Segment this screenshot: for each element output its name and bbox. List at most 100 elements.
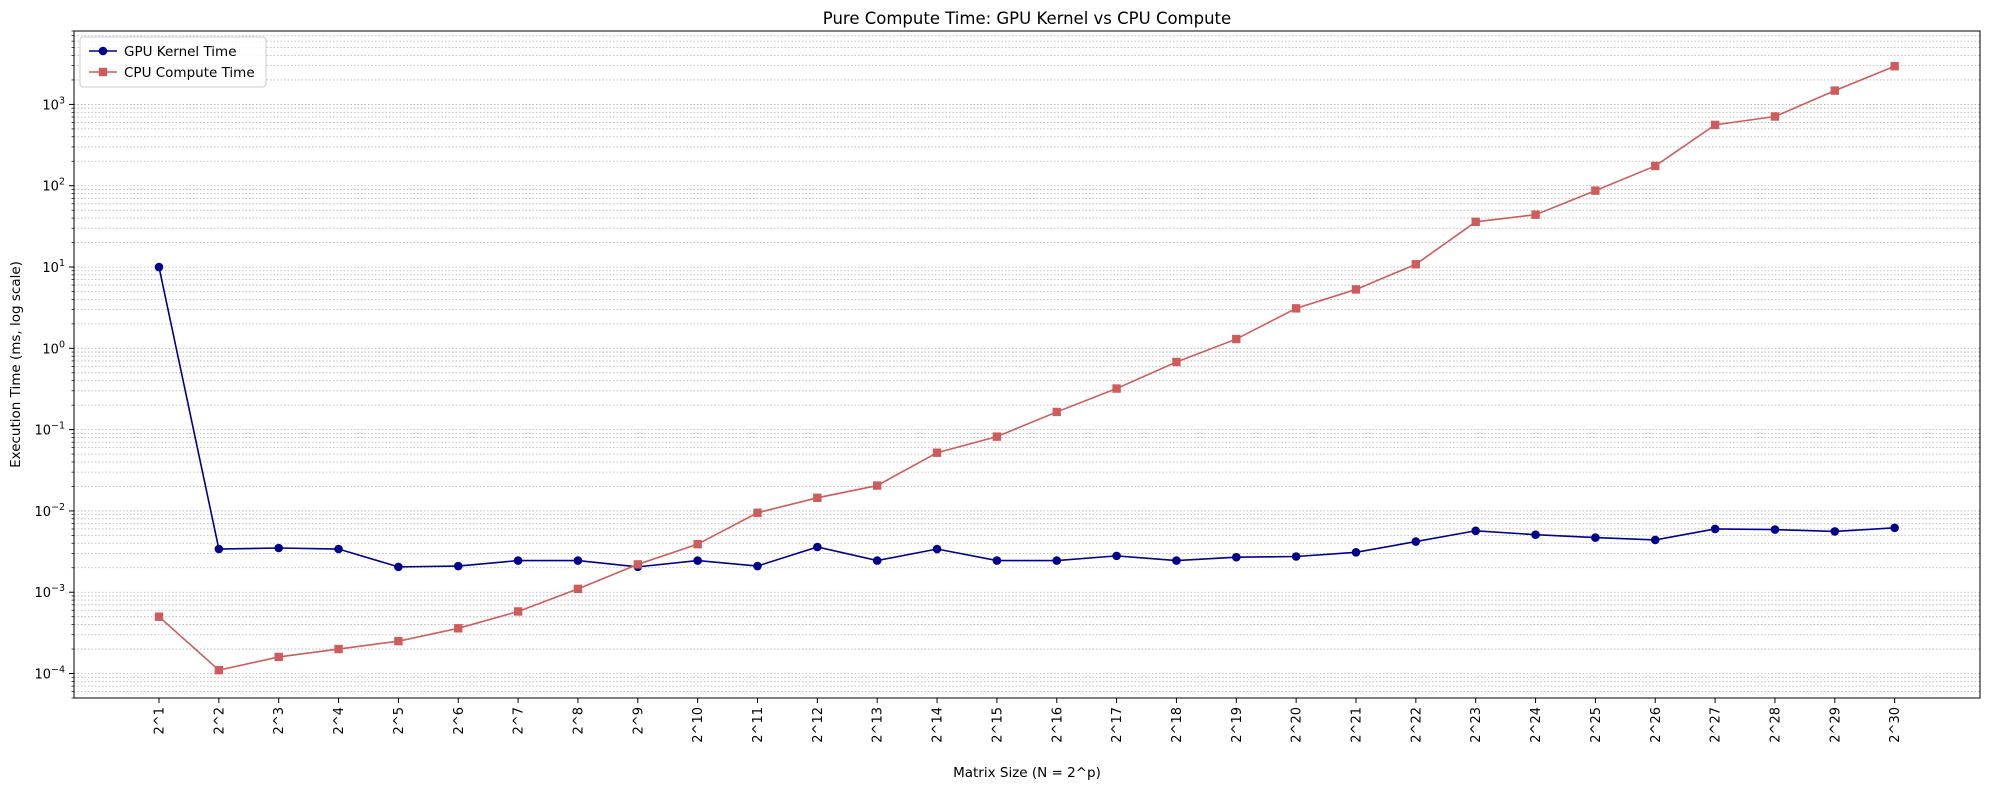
gpu-point [274,543,284,553]
x-tick-label: 2^23 [1469,707,1484,743]
x-tick-label: 2^30 [1888,707,1903,743]
cpu-point [693,539,702,549]
gpu-point [693,556,702,565]
cpu-point [1471,217,1480,226]
cpu-point [1591,186,1600,195]
gpu-point [932,544,942,554]
gpu-point [573,556,583,565]
gpu-point [813,542,822,552]
y-tick-label: 100 [42,339,65,357]
cpu-point [1172,357,1181,367]
x-tick-label: 2^9 [631,707,646,734]
cpu-point [1531,210,1540,219]
plot-frame [73,30,1981,699]
legend-label: GPU Kernel Time [124,44,237,60]
y-tick-label: 10−4 [34,665,65,683]
gpu-point [1172,556,1181,565]
x-tick-label: 2^17 [1110,707,1125,743]
cpu-point [873,481,882,490]
y-axis-title: Execution Time (ms, log scale) [8,261,24,468]
cpu-point [1651,161,1660,171]
gpu-point [513,556,523,565]
x-tick-label: 2^15 [990,707,1005,743]
gpu-point [453,561,463,571]
cpu-point [1112,384,1121,393]
y-tick-label: 10−1 [34,421,65,439]
x-tick-label: 2^12 [811,707,826,743]
gpu-point [753,561,762,571]
gpu-point [1650,535,1660,545]
cpu-point [1890,62,1899,71]
gpu-point [1351,547,1361,557]
x-tick-label: 2^27 [1709,707,1724,743]
cpu-point [154,612,164,621]
gpu-point [1471,526,1480,536]
x-tick-label: 2^22 [1409,707,1424,743]
gpu-point [1112,551,1121,561]
axes-layer: 10−4 10−3 10−2 10−1 100 101 102 103 2^1 2^2 2^3 2^4… [34,30,1981,743]
gpu-point [394,562,403,572]
x-tick-label: 2^19 [1230,707,1245,743]
x-tick-label: 2^16 [1050,707,1065,743]
x-tick-label: 2^2 [212,707,227,734]
x-tick-label: 2^5 [392,707,407,734]
y-tick-label: 10−2 [34,502,65,520]
cpu-point [753,508,762,517]
gpu-point [1710,524,1720,534]
cpu-point [394,636,403,646]
series-line-0 [158,266,1895,568]
gpu-point [1232,552,1241,562]
x-tick-label: 2^13 [871,707,886,743]
gpu-point [154,262,164,272]
x-tick-label: 2^7 [512,707,527,734]
series-layer [154,62,1899,675]
y-tick-label: 101 [42,258,65,276]
gpu-point [872,556,882,565]
x-tick-label: 2^21 [1350,707,1365,743]
y-tick-label: 103 [42,95,65,113]
legend-label: CPU Compute Time [124,65,255,81]
cpu-point [932,448,942,457]
cpu-point [633,560,642,569]
x-tick-label: 2^3 [272,707,287,734]
gpu-point [1830,527,1840,536]
x-tick-label: 2^8 [571,707,586,734]
legend-marker-square [98,67,108,77]
legend-items: GPU Kernel Time CPU Compute Time [89,44,255,81]
series-line-1 [158,65,1895,672]
gpu-point [1591,533,1600,542]
y-tick-label: 10−3 [34,583,65,601]
gpu-point [1770,525,1780,534]
cpu-point [1232,334,1241,344]
cpu-point [813,493,822,503]
x-axis-title: Matrix Size (N = 2^p) [953,765,1101,781]
gpu-point [1291,552,1301,561]
legend-marker-circle [98,46,108,56]
x-tick-label: 2^20 [1290,707,1305,743]
x-tick-label: 2^29 [1828,707,1843,743]
gpu-point [214,544,224,554]
gpu-point [1052,556,1062,565]
legend: GPU Kernel Time CPU Compute Time [79,36,267,88]
x-tick-label: 2^10 [691,707,706,743]
grid-layer [74,30,1980,699]
cpu-point [992,432,1002,441]
cpu-point [214,665,224,675]
x-tick-label: 2^4 [332,707,347,734]
cpu-point [513,607,523,616]
chart-title: Pure Compute Time: GPU Kernel vs CPU Com… [823,9,1231,28]
cpu-point [334,644,343,654]
cpu-point [1052,407,1061,417]
gpu-point [1531,530,1540,539]
cpu-point [274,652,283,662]
gpu-point [334,544,343,554]
cpu-point [1291,304,1301,313]
x-tick-label: 2^6 [452,707,467,734]
gpu-point [1890,523,1899,533]
cpu-point [1830,86,1839,95]
x-tick-label: 2^11 [751,707,766,743]
x-tick-label: 2^1 [153,707,168,734]
x-tick-label: 2^25 [1589,707,1604,743]
